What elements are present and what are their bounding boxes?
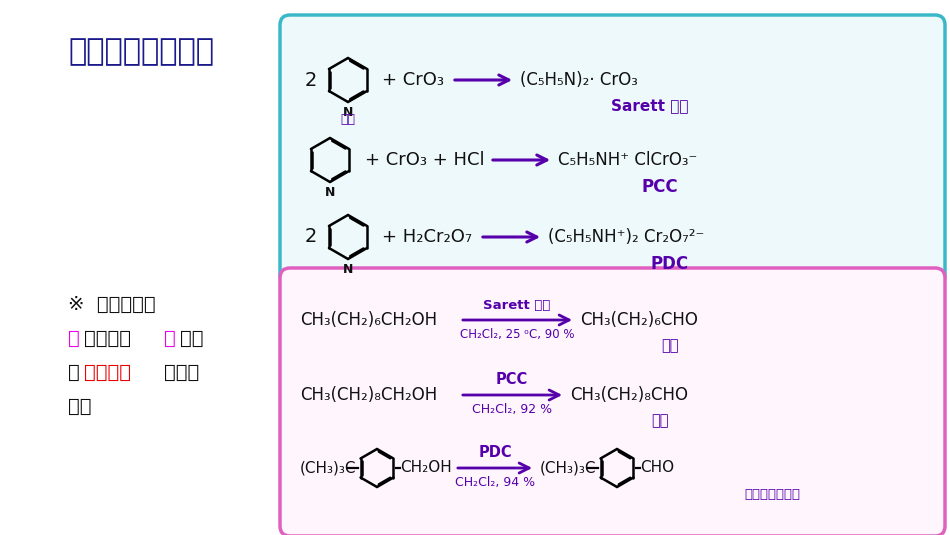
Text: Sarett 试剂: Sarett 试剂: [484, 299, 551, 312]
Text: C₅H₅NH⁺ ClCrO₃⁻: C₅H₅NH⁺ ClCrO₃⁻: [558, 151, 697, 169]
FancyBboxPatch shape: [280, 15, 945, 285]
Text: 碳: 碳: [68, 363, 80, 382]
Text: 对叔丁基苯甲醛: 对叔丁基苯甲醛: [744, 488, 800, 501]
Text: ※  氧化伯醇成: ※ 氧化伯醇成: [68, 295, 156, 314]
Text: (CH₃)₃C: (CH₃)₃C: [300, 461, 356, 476]
Text: 其它一些氧化剂：: 其它一些氧化剂：: [68, 37, 214, 66]
Text: 酮: 酮: [164, 329, 176, 348]
Text: CH₃(CH₂)₈CHO: CH₃(CH₂)₈CHO: [570, 386, 688, 404]
Text: PDC: PDC: [651, 255, 689, 273]
Text: CH₂Cl₂, 25 ᵒC, 90 %: CH₂Cl₂, 25 ᵒC, 90 %: [460, 328, 574, 341]
Text: 不饱和键: 不饱和键: [84, 363, 131, 382]
Text: CH₃(CH₂)₆CHO: CH₃(CH₂)₆CHO: [580, 311, 698, 329]
Text: 辛醛: 辛醛: [661, 338, 678, 353]
Text: + CrO₃: + CrO₃: [382, 71, 444, 89]
Text: CH₃(CH₂)₈CH₂OH: CH₃(CH₂)₈CH₂OH: [300, 386, 437, 404]
Text: CHO: CHO: [640, 461, 674, 476]
FancyBboxPatch shape: [280, 268, 945, 535]
Text: CH₂Cl₂, 92 %: CH₂Cl₂, 92 %: [472, 403, 552, 416]
Text: ，碳: ，碳: [180, 329, 203, 348]
Text: 响。: 响。: [68, 397, 91, 416]
Text: Sarett 试剂: Sarett 试剂: [611, 98, 689, 113]
Text: N: N: [325, 186, 335, 199]
Text: PDC: PDC: [478, 445, 512, 460]
Text: CH₃(CH₂)₆CH₂OH: CH₃(CH₂)₆CH₂OH: [300, 311, 437, 329]
Text: 吡啶: 吡啶: [340, 113, 355, 126]
Text: 2: 2: [305, 71, 317, 89]
Text: CH₂Cl₂, 94 %: CH₂Cl₂, 94 %: [455, 476, 535, 489]
Text: PCC: PCC: [641, 178, 678, 196]
Text: CH₂OH: CH₂OH: [400, 461, 452, 476]
Text: 醛: 醛: [68, 329, 80, 348]
Text: + H₂Cr₂O₇: + H₂Cr₂O₇: [382, 228, 472, 246]
Text: (C₅H₅NH⁺)₂ Cr₂O₇²⁻: (C₅H₅NH⁺)₂ Cr₂O₇²⁻: [548, 228, 704, 246]
Text: + CrO₃ + HCl: + CrO₃ + HCl: [365, 151, 484, 169]
Text: (C₅H₅N)₂· CrO₃: (C₅H₅N)₂· CrO₃: [520, 71, 637, 89]
Text: ，仲醇成: ，仲醇成: [84, 329, 131, 348]
Text: 2: 2: [305, 227, 317, 247]
Text: 不受影: 不受影: [164, 363, 200, 382]
Text: PCC: PCC: [496, 372, 528, 387]
Text: (CH₃)₃C: (CH₃)₃C: [540, 461, 597, 476]
Text: N: N: [343, 263, 353, 276]
Text: N: N: [343, 106, 353, 119]
Text: 癸醛: 癸醛: [652, 413, 669, 428]
